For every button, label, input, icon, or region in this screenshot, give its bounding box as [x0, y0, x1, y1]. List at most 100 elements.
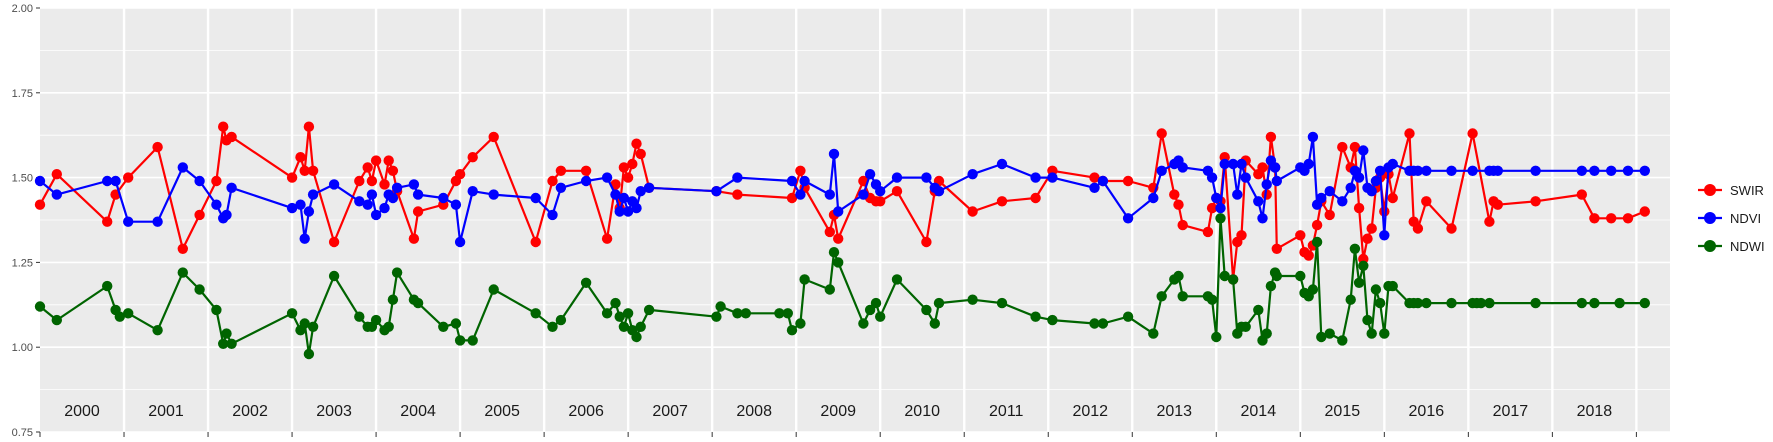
data-point	[1606, 165, 1617, 176]
data-point	[226, 131, 237, 143]
year-label: 2007	[652, 403, 688, 420]
data-point	[967, 294, 978, 305]
data-point	[1311, 219, 1323, 231]
year-label: 2012	[1072, 403, 1108, 420]
data-point	[1421, 297, 1432, 309]
data-point	[1492, 199, 1504, 210]
data-point	[732, 308, 743, 319]
data-point	[929, 318, 940, 329]
data-point	[34, 199, 46, 210]
data-point	[1446, 165, 1457, 176]
data-point	[635, 321, 646, 332]
data-point	[123, 308, 134, 319]
y-tick-label: 1.75	[12, 88, 33, 100]
series-ndvi	[34, 131, 1651, 248]
y-tick-label: 2.00	[12, 3, 33, 15]
data-point	[123, 172, 134, 183]
data-point	[1307, 131, 1319, 143]
data-point	[824, 284, 835, 295]
data-point	[1370, 175, 1382, 187]
data-point	[1236, 158, 1247, 170]
data-point	[1492, 165, 1504, 176]
data-point	[1240, 172, 1251, 183]
data-point	[933, 297, 945, 309]
data-point	[303, 121, 315, 132]
data-point	[799, 274, 810, 285]
data-point	[1484, 297, 1495, 309]
x-ticks	[39, 432, 1637, 437]
data-point	[412, 297, 424, 309]
data-point	[1271, 243, 1283, 254]
data-point	[1589, 213, 1600, 224]
data-point	[631, 202, 642, 214]
data-point	[1202, 226, 1214, 238]
data-point	[1387, 280, 1398, 292]
data-point	[870, 297, 882, 309]
year-label: 2017	[1493, 403, 1529, 420]
data-point	[1177, 291, 1188, 302]
data-point	[467, 335, 478, 346]
data-point	[226, 338, 237, 349]
data-point	[1240, 321, 1251, 332]
data-point	[580, 175, 592, 187]
data-point	[286, 172, 298, 183]
data-point	[828, 148, 840, 160]
data-point	[221, 328, 232, 339]
data-point	[732, 172, 743, 183]
data-point	[891, 274, 903, 285]
data-point	[299, 318, 310, 329]
data-point	[996, 158, 1008, 170]
data-point	[580, 277, 592, 288]
year-label: 2011	[989, 403, 1024, 420]
data-point	[211, 175, 222, 187]
data-point	[177, 267, 188, 278]
data-point	[366, 189, 378, 200]
data-point	[1337, 196, 1348, 207]
data-point	[799, 175, 810, 187]
data-point	[1412, 165, 1424, 176]
data-point	[194, 175, 205, 187]
data-point	[967, 206, 978, 217]
data-point	[1206, 294, 1218, 305]
data-point	[354, 311, 365, 322]
data-point	[1122, 213, 1134, 224]
data-point	[454, 169, 466, 180]
data-point	[1316, 331, 1327, 343]
data-point	[370, 209, 382, 221]
data-point	[921, 236, 932, 248]
data-point	[795, 189, 806, 200]
data-point	[828, 247, 840, 258]
year-label: 2003	[316, 403, 352, 420]
data-point	[824, 189, 835, 200]
data-point	[1227, 158, 1239, 170]
data-point	[1156, 128, 1167, 139]
data-point	[114, 311, 126, 322]
data-point	[218, 121, 229, 132]
y-tick-label: 0.75	[12, 427, 33, 439]
data-point	[1215, 202, 1226, 214]
year-label: 2009	[820, 403, 856, 420]
data-point	[610, 189, 621, 200]
series-ndwi	[34, 213, 1651, 360]
data-point	[547, 321, 558, 332]
data-point	[102, 175, 113, 187]
data-point	[454, 335, 466, 346]
data-point	[387, 192, 399, 204]
data-point	[891, 172, 903, 183]
data-point	[1156, 291, 1167, 302]
data-point	[1370, 284, 1382, 295]
data-point	[1156, 165, 1167, 176]
data-point	[1303, 158, 1314, 170]
data-point	[601, 308, 613, 319]
data-point	[864, 169, 876, 180]
data-point	[1353, 202, 1365, 214]
data-point	[858, 318, 869, 329]
data-point	[221, 209, 232, 221]
data-point	[295, 152, 306, 163]
series-layer	[34, 121, 1651, 360]
data-point	[362, 199, 373, 210]
y-tick-label: 1.00	[12, 342, 33, 354]
data-point	[1030, 311, 1041, 322]
data-point	[1219, 158, 1230, 170]
